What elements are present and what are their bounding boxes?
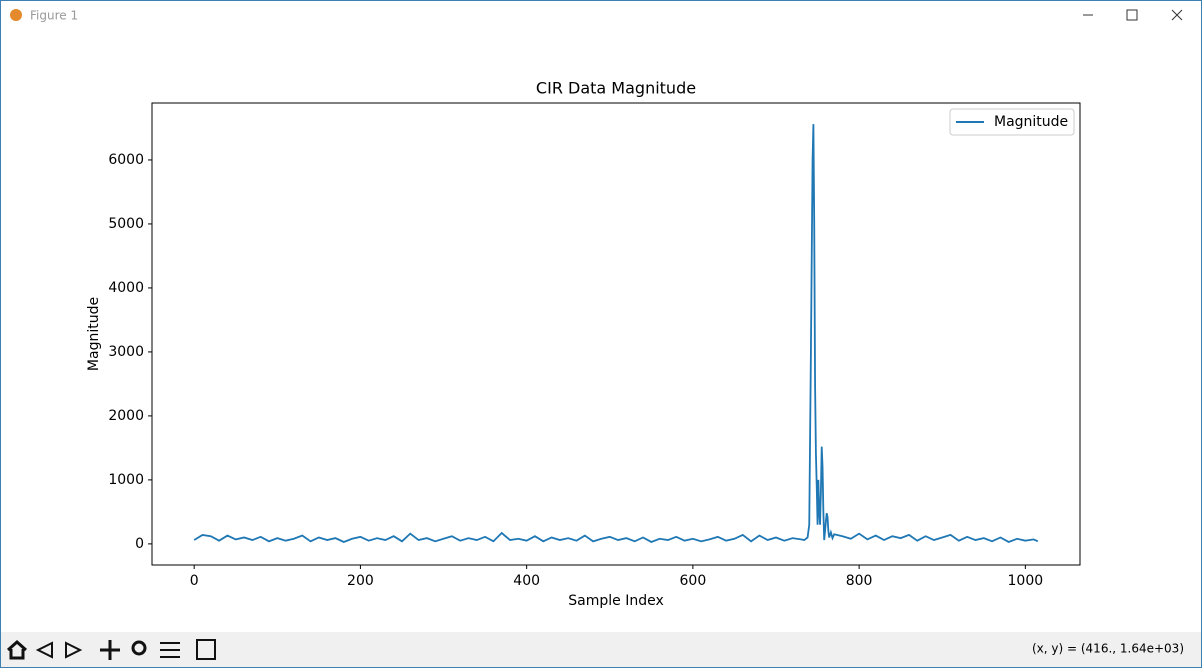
x-tick-label: 200 bbox=[347, 573, 374, 589]
y-tick-label: 5000 bbox=[108, 216, 144, 232]
y-axis-label: Magnitude bbox=[86, 297, 102, 371]
y-tick-label: 4000 bbox=[108, 280, 144, 296]
maximize-button[interactable] bbox=[1126, 9, 1138, 21]
data-line bbox=[193, 124, 1039, 543]
x-tick-label: 400 bbox=[513, 573, 540, 589]
y-tick-label: 6000 bbox=[108, 152, 144, 168]
x-tick-label: 1000 bbox=[1008, 573, 1044, 589]
app-icon bbox=[10, 9, 22, 21]
x-tick-label: 600 bbox=[680, 573, 707, 589]
window-title: Figure 1 bbox=[30, 9, 78, 23]
status-text: (x, y) = (416., 1.64e+03) bbox=[1032, 642, 1184, 656]
pan-button[interactable] bbox=[100, 640, 120, 660]
y-tick-label: 1000 bbox=[108, 472, 144, 488]
legend-box bbox=[949, 108, 1075, 136]
x-tick-label: 800 bbox=[846, 573, 873, 589]
x-axis-label: Sample Index bbox=[568, 593, 663, 609]
chart: CIR Data Magnitude Sample Index Magnitud… bbox=[86, 79, 1081, 609]
plot-area bbox=[151, 102, 1081, 566]
y-tick-label: 0 bbox=[135, 536, 144, 552]
zoom-button[interactable] bbox=[131, 640, 147, 656]
chart-title: CIR Data Magnitude bbox=[536, 79, 696, 98]
save-button[interactable] bbox=[196, 639, 216, 660]
forward-button[interactable] bbox=[65, 641, 83, 659]
y-tick-label: 3000 bbox=[108, 344, 144, 360]
toolbar bbox=[1, 632, 1201, 667]
home-button[interactable] bbox=[7, 639, 27, 660]
legend-label: Magnitude bbox=[994, 114, 1068, 130]
x-tick-label: 0 bbox=[190, 573, 199, 589]
y-tick-label: 2000 bbox=[108, 408, 144, 424]
configure-button[interactable] bbox=[160, 642, 180, 658]
close-button[interactable] bbox=[1171, 9, 1183, 21]
back-button[interactable] bbox=[35, 641, 53, 659]
